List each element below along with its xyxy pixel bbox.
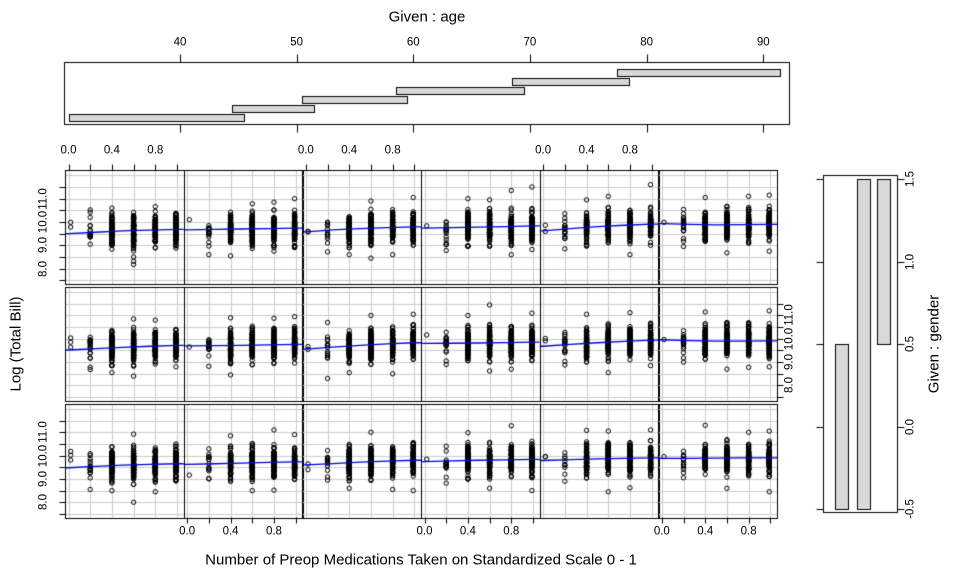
gender-tick-label: 0.0 [904,418,917,435]
panel-y-tick-label-right: 10.0 [783,327,796,350]
panel-x-tick-label-top: 0.8 [147,144,164,157]
x-axis-title: Number of Preop Medications Taken on Sta… [205,551,637,569]
gender-tick-label: -0.5 [904,499,917,519]
panel-y-tick-label-left: 11.0 [37,421,50,444]
panel-x-tick-label-bottom: 0.8 [740,525,757,538]
age-tick-label: 40 [173,36,187,49]
gender-tick-label: 1.5 [904,171,917,187]
given-gender-title: Given : gender [925,294,943,394]
panel-x-tick-label-top: 0.8 [621,144,638,157]
panel-y-tick-label-right: 11.0 [783,304,796,327]
given-age-title: Given : age [388,8,466,26]
panel-x-tick-label-bottom: 0.8 [503,525,520,538]
age-tick-label: 90 [756,36,770,49]
age-tick-label: 70 [523,36,537,49]
panel-y-tick-label-left: 9.0 [37,470,50,487]
panel-x-tick-label-top: 0.0 [297,144,314,157]
panel-x-tick-label-bottom: 0.4 [697,525,714,538]
panel-x-tick-label-top: 0.4 [341,144,358,157]
panel-y-tick-label-left: 11.0 [37,187,50,210]
age-tick-label: 80 [640,36,653,49]
panel-x-tick-label-bottom: 0.8 [265,525,282,538]
panel-y-tick-label-left: 10.0 [37,444,50,467]
panel-x-tick-label-bottom: 0.0 [653,525,670,538]
panel-x-tick-label-bottom: 0.4 [459,525,476,538]
panel-x-tick-label-top: 0.0 [60,144,77,157]
panel-y-tick-label-left: 9.0 [37,237,50,254]
panel-x-tick-label-top: 0.4 [103,144,120,157]
panel-x-tick-label-bottom: 0.4 [222,525,239,538]
panel-x-tick-label-bottom: 0.0 [416,525,433,538]
panel-x-tick-label-top: 0.0 [535,144,552,157]
panel-y-tick-label-left: 8.0 [37,494,50,511]
gender-tick-label: 0.5 [904,336,917,352]
panel-y-tick-label-left: 8.0 [37,260,50,277]
panel-y-tick-label-right: 9.0 [783,354,796,371]
panel-y-tick-label-left: 10.0 [37,210,50,234]
y-axis-title: Log (Total Bill) [7,296,25,392]
gender-tick-label: 1.0 [904,253,917,270]
panel-x-tick-label-top: 0.8 [384,144,401,157]
panel-y-tick-label-right: 8.0 [783,377,796,394]
age-tick-label: 60 [406,36,420,49]
panel-x-tick-label-bottom: 0.0 [179,525,196,538]
age-tick-label: 50 [290,36,304,49]
panel-x-tick-label-top: 0.4 [578,144,595,157]
